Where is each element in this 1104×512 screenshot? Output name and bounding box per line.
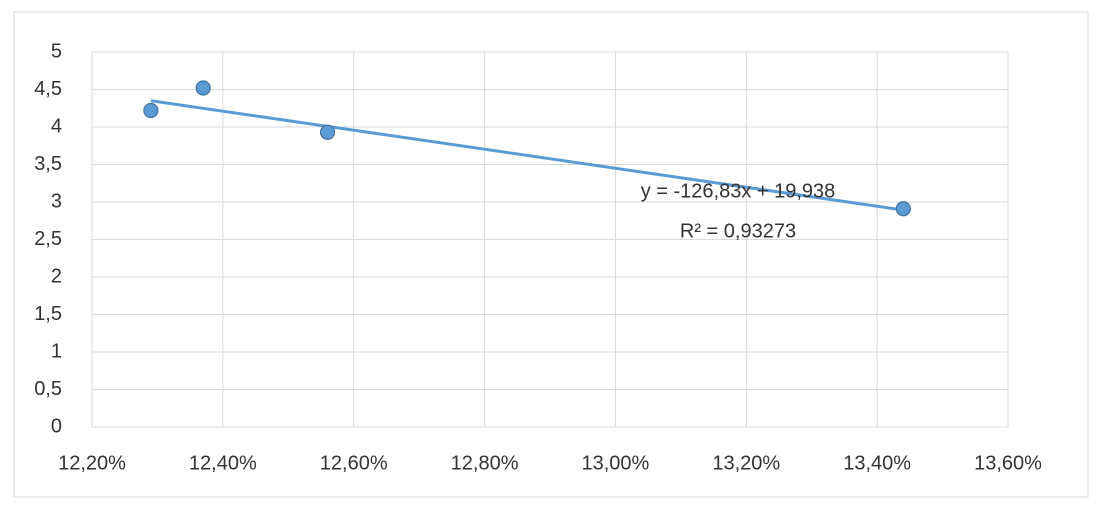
x-tick-label: 13,00% <box>582 452 650 474</box>
y-tick-label: 3,5 <box>34 153 62 175</box>
y-tick-label: 4 <box>51 115 62 137</box>
y-tick-label: 3 <box>51 190 62 212</box>
grid: 0 0,5 1 1,5 2 2,5 3 3,5 4 4,5 5 12,20% 12,40% 12,60% 1… <box>34 40 1042 474</box>
x-tick-label: 12,80% <box>451 452 519 474</box>
x-tick-label: 13,60% <box>974 452 1042 474</box>
y-tick-label: 4,5 <box>34 78 62 100</box>
x-tick-label: 12,20% <box>58 452 126 474</box>
point <box>319 124 336 140</box>
y-tick-label: 1 <box>51 340 62 362</box>
x-tick-label: 13,20% <box>712 452 780 474</box>
trendline-equation: y = -126,83x + 19,938 <box>641 180 836 202</box>
point <box>143 102 159 119</box>
y-tick-label: 0,5 <box>34 378 62 400</box>
point <box>195 80 211 96</box>
r-squared: R² = 0,93273 <box>680 220 796 242</box>
y-tick-label: 5 <box>51 40 62 62</box>
chart-border <box>13 11 1089 498</box>
point <box>895 201 911 217</box>
y-tick-label: 2,5 <box>34 228 62 250</box>
y-tick-label: 1,5 <box>34 303 62 325</box>
y-tick-label: 2 <box>51 265 62 287</box>
y-tick-label: 0 <box>51 415 62 437</box>
trendline <box>150 99 904 212</box>
x-tick-label: 12,60% <box>320 452 388 474</box>
plot <box>143 80 911 217</box>
x-tick-label: 13,40% <box>843 452 911 474</box>
x-tick-label: 12,40% <box>189 452 257 474</box>
